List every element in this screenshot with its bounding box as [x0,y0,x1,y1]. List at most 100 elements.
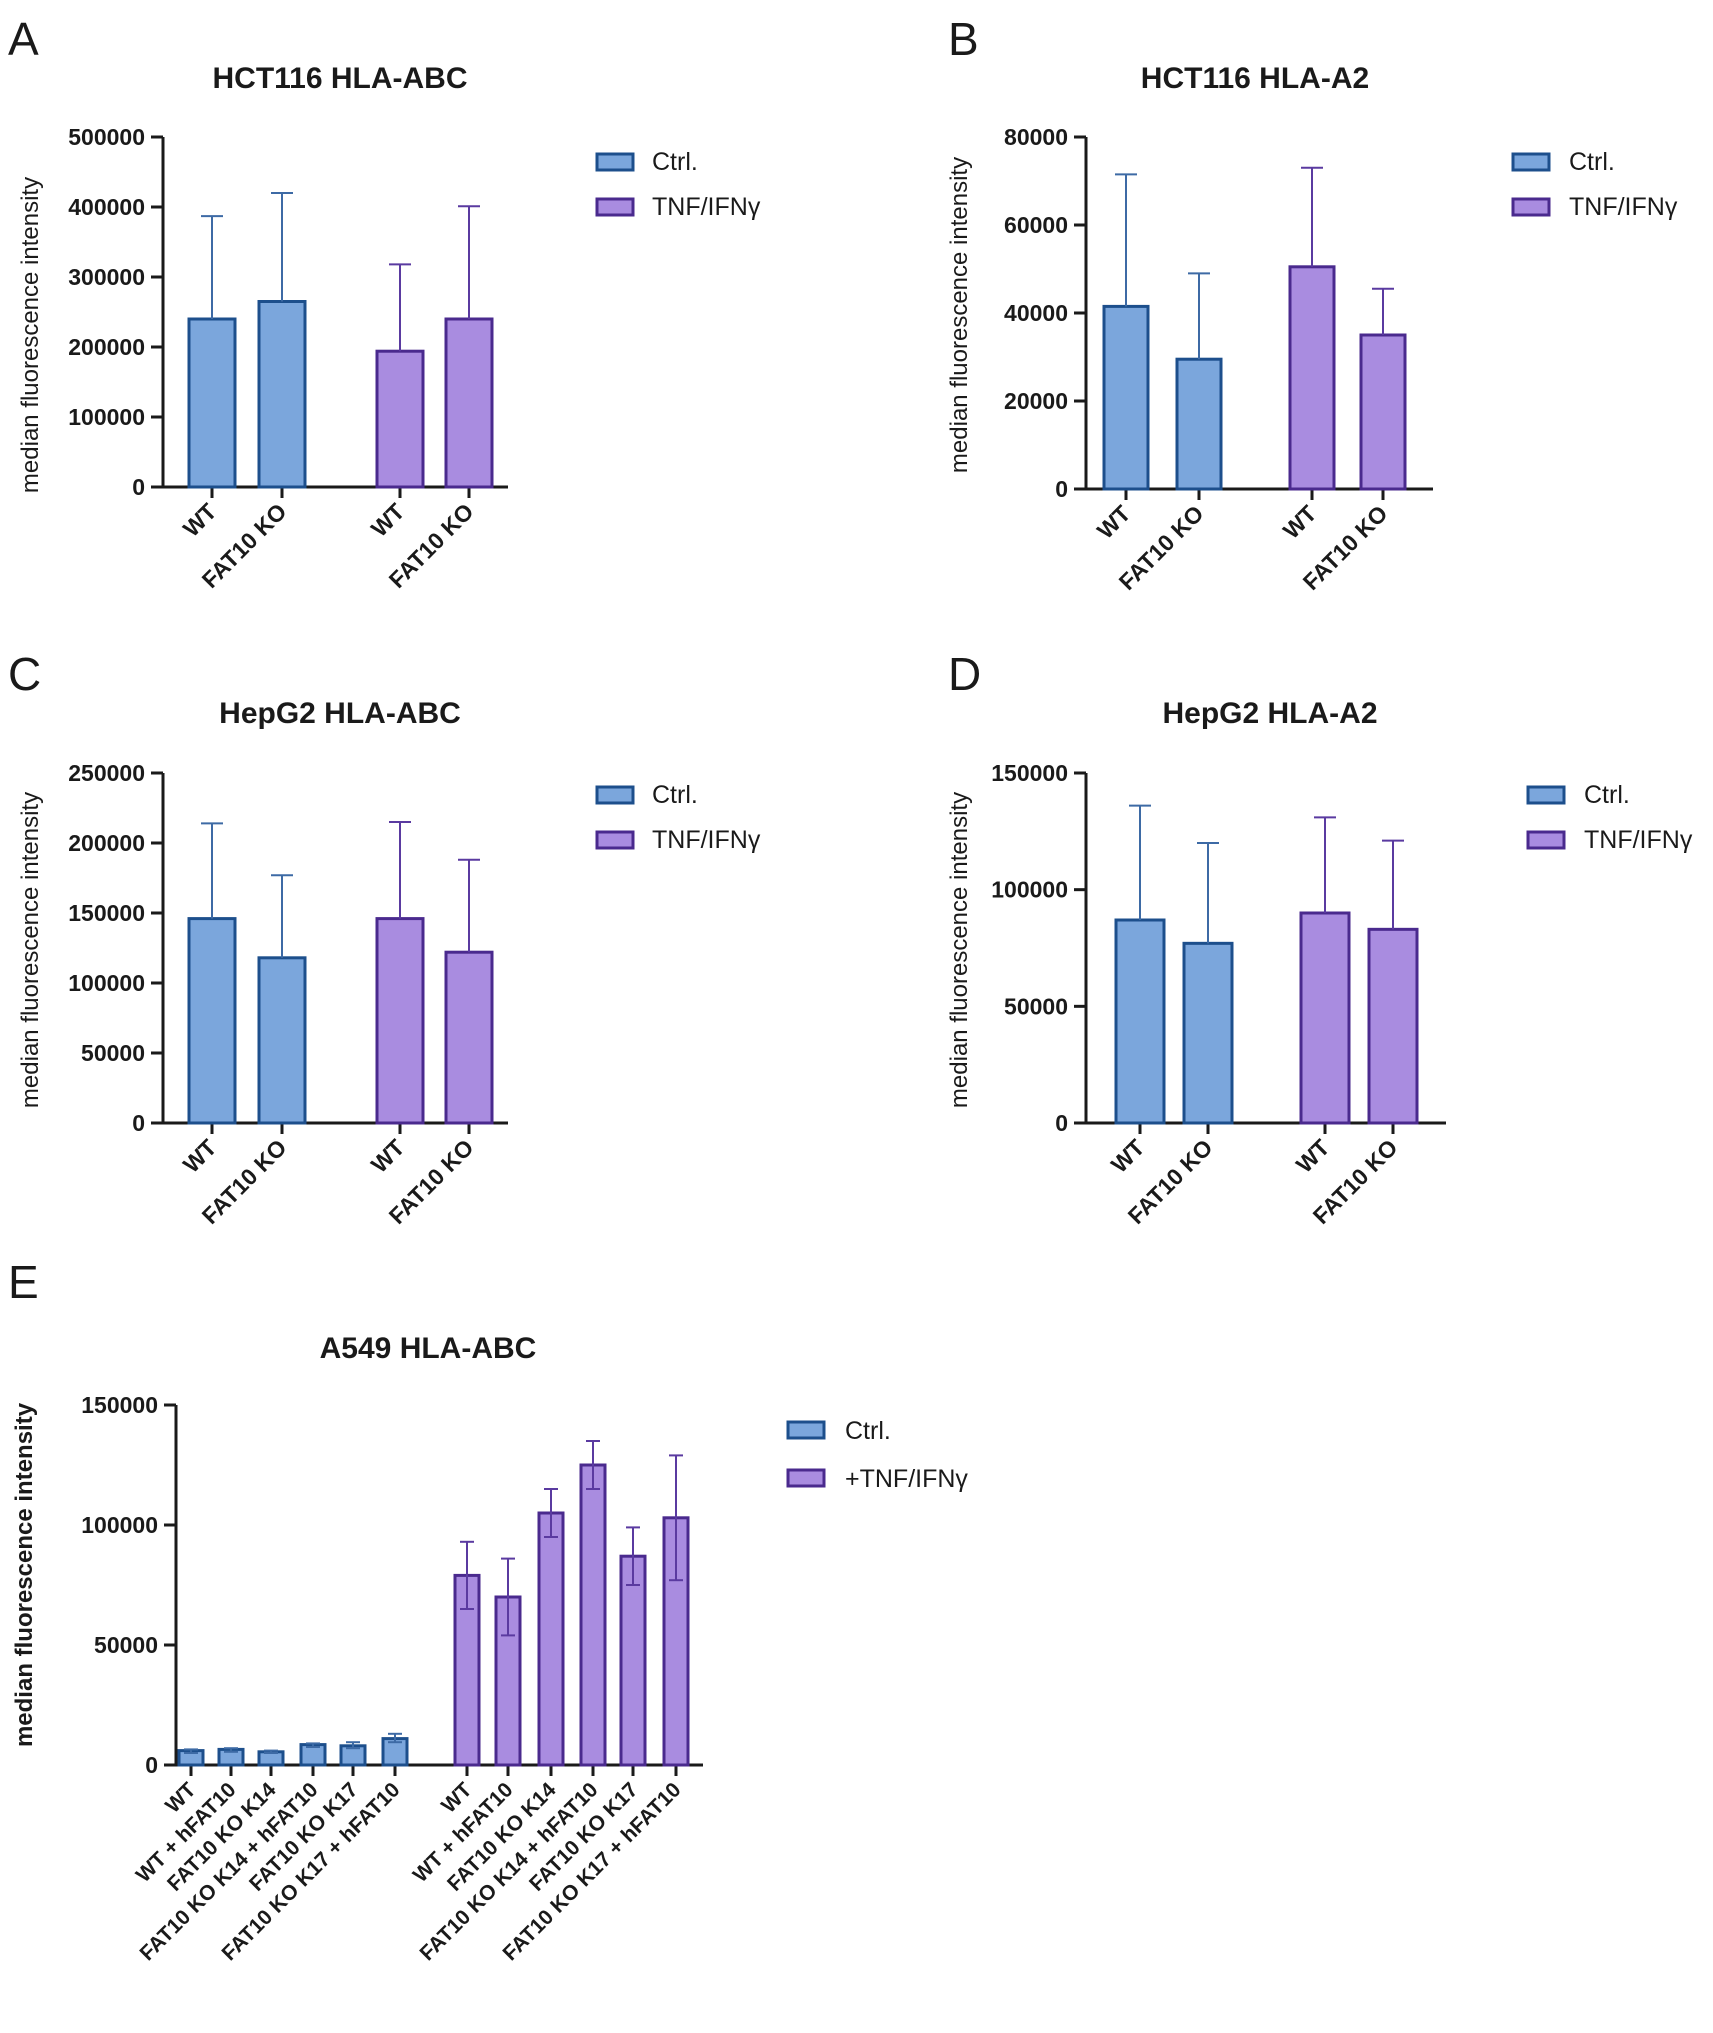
bar-a-0 [187,317,237,489]
legend-a: Ctrl. TNF/IFNγ [595,148,761,221]
bar-e-8 [537,1511,565,1767]
y-tick-label-a: 400000 [68,194,145,220]
panel-letter-b: B [948,13,979,65]
bar-b-2 [1288,265,1336,491]
bar-b-1 [1175,357,1223,491]
chart-title-b: HCT116 HLA-A2 [1141,62,1369,95]
chart-title-e: A549 HLA-ABC [320,1332,537,1365]
panel-letter-a: A [8,13,39,65]
bar-e-10 [619,1554,647,1767]
legend-swatch-ctrl-b [1511,152,1551,172]
legend-swatch-tnf-b [1511,197,1551,217]
bar-d-1 [1182,941,1234,1125]
category-label-c-0: WT [178,1134,222,1178]
y-axis-title-a: median fluorescence intensity [17,177,44,493]
bar-c-1 [257,956,307,1125]
legend-swatch-tnf-d [1526,830,1566,850]
y-tick-label-e: 50000 [94,1632,158,1658]
y-tick-label-c: 250000 [68,760,145,786]
panel-b: B HCT116 HLA-A2 median fluorescence inte… [946,13,1678,595]
legend-label-tnf-d: TNF/IFNγ [1584,826,1693,854]
bar-e-9 [579,1463,607,1767]
y-tick-label-b: 0 [1055,476,1068,502]
y-axis-title-c: median fluorescence intensity [17,792,44,1108]
y-tick-label-a: 100000 [68,404,145,430]
legend-swatch-ctrl-e [786,1420,826,1440]
panel-d: D HepG2 HLA-A2 median fluorescence inten… [946,648,1693,1229]
bar-a-3 [444,317,494,489]
y-tick-label-d: 0 [1055,1110,1068,1136]
legend-label-tnf-b: TNF/IFNγ [1569,193,1678,221]
y-tick-label-c: 100000 [68,970,145,996]
bar-b-0 [1102,304,1150,491]
legend-label-tnf-e: +TNF/IFNγ [845,1465,968,1493]
y-tick-label-a: 0 [132,474,145,500]
bar-d-2 [1299,911,1351,1125]
y-tick-label-c: 150000 [68,900,145,926]
legend-b: Ctrl. TNF/IFNγ [1511,148,1678,221]
legend-swatch-ctrl-d [1526,785,1566,805]
y-tick-label-c: 200000 [68,830,145,856]
y-axis-title-b: median fluorescence intensity [946,157,973,473]
panel-e: E A549 HLA-ABC median fluorescence inten… [8,1256,968,1965]
legend-label-ctrl-d: Ctrl. [1584,781,1630,809]
panel-c: C HepG2 HLA-ABC median fluorescence inte… [8,648,761,1229]
y-tick-label-b: 20000 [1004,388,1068,414]
legend-swatch-tnf-e [786,1468,826,1488]
legend-c: Ctrl. TNF/IFNγ [595,781,761,854]
y-tick-label-d: 50000 [1004,993,1068,1019]
y-tick-label-e: 0 [145,1752,158,1778]
chart-title-a: HCT116 HLA-ABC [212,62,467,95]
y-axis-title-e: median fluorescence intensity [11,1402,38,1747]
category-label-b-0: WT [1092,500,1136,544]
bar-a-2 [375,349,425,489]
bar-d-3 [1367,927,1419,1125]
category-label-d-2: WT [1291,1134,1335,1178]
panel-a: A HCT116 HLA-ABC median fluorescence int… [8,13,761,593]
legend-label-tnf-c: TNF/IFNγ [652,826,761,854]
category-label-b-2: WT [1278,500,1322,544]
panel-letter-c: C [8,648,41,700]
legend-label-ctrl-b: Ctrl. [1569,148,1615,176]
legend-swatch-ctrl-a [595,152,635,172]
category-label-d-0: WT [1106,1134,1150,1178]
bar-c-0 [187,917,237,1125]
legend-label-ctrl-a: Ctrl. [652,148,698,176]
chart-title-d: HepG2 HLA-A2 [1162,697,1377,730]
y-tick-label-b: 40000 [1004,300,1068,326]
y-tick-label-a: 300000 [68,264,145,290]
bar-b-3 [1359,333,1407,491]
y-tick-label-e: 150000 [81,1392,158,1418]
legend-swatch-ctrl-c [595,785,635,805]
bar-d-0 [1114,918,1166,1125]
y-axis-title-d: median fluorescence intensity [946,792,973,1108]
category-label-c-2: WT [366,1134,410,1178]
y-tick-label-d: 150000 [991,760,1068,786]
bar-a-1 [257,300,307,489]
y-tick-label-c: 0 [132,1110,145,1136]
bar-c-3 [444,950,494,1125]
y-tick-label-a: 200000 [68,334,145,360]
y-tick-label-c: 50000 [81,1040,145,1066]
category-label-a-0: WT [178,498,222,542]
bar-c-2 [375,917,425,1125]
legend-swatch-tnf-a [595,197,635,217]
legend-swatch-tnf-c [595,830,635,850]
legend-label-ctrl-c: Ctrl. [652,781,698,809]
y-tick-label-b: 60000 [1004,212,1068,238]
legend-e: Ctrl. +TNF/IFNγ [786,1417,968,1493]
y-tick-label-a: 500000 [68,124,145,150]
legend-label-tnf-a: TNF/IFNγ [652,193,761,221]
y-tick-label-d: 100000 [991,877,1068,903]
y-tick-label-b: 80000 [1004,124,1068,150]
legend-label-ctrl-e: Ctrl. [845,1417,891,1445]
category-label-a-2: WT [366,498,410,542]
panel-letter-d: D [948,648,981,700]
y-tick-label-e: 100000 [81,1512,158,1538]
